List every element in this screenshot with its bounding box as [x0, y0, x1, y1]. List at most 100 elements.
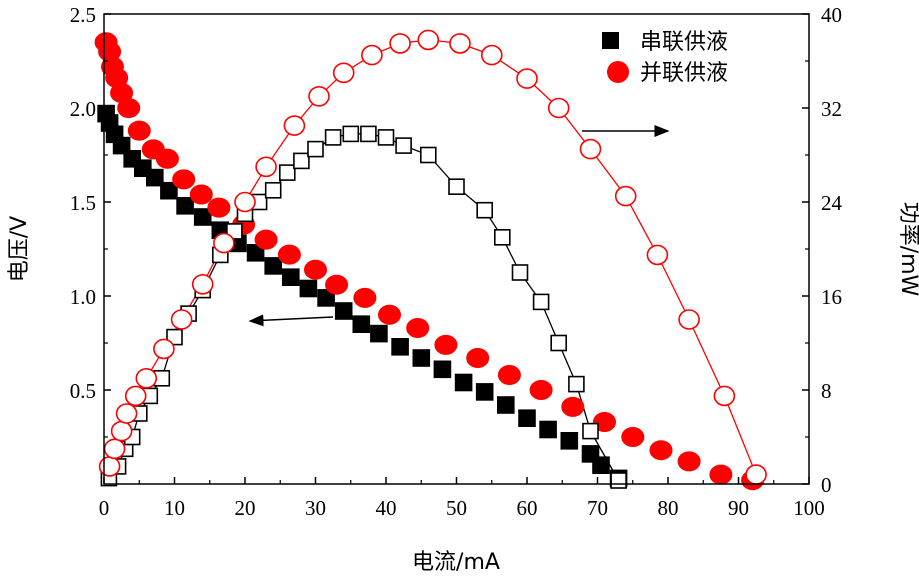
power-point-parallel [153, 338, 175, 360]
voltage-point-parallel [127, 120, 151, 141]
y-left-tick-label: 2.0 [70, 97, 96, 121]
voltage-point-series [518, 409, 536, 428]
power-point-parallel [361, 44, 383, 66]
y-right-tick-label: 0 [821, 473, 832, 497]
power-point-parallel [713, 385, 736, 407]
voltage-point-series [264, 257, 283, 275]
voltage-point-parallel [304, 259, 327, 280]
power-point-parallel [389, 33, 411, 54]
voltage-point-series [317, 289, 335, 307]
power-point-series [610, 472, 627, 489]
x-tick-label: 70 [587, 496, 608, 520]
voltage-point-parallel [406, 318, 430, 338]
power-point-series [293, 152, 310, 170]
voltage-point-series [334, 302, 353, 320]
voltage-point-series [496, 396, 515, 414]
voltage-point-series [193, 208, 212, 226]
y-left-tick-label: 0.5 [70, 379, 96, 403]
voltage-point-parallel [155, 148, 179, 169]
legend-label-series: 串联供液 [640, 30, 728, 55]
voltage-point-series [539, 420, 557, 439]
y-left-tick-label: 2.5 [70, 3, 96, 27]
voltage-point-series [370, 324, 388, 343]
voltage-point-parallel [254, 229, 278, 250]
power-point-series [342, 125, 360, 143]
x-tick-label: 100 [793, 496, 825, 520]
voltage-point-series [176, 197, 194, 215]
voltage-point-series [146, 168, 164, 187]
x-tick-label: 20 [235, 496, 256, 520]
voltage-point-parallel [189, 184, 213, 205]
power-point-series [511, 264, 529, 281]
voltage-point-parallel [378, 304, 401, 325]
voltage-point-series [299, 279, 318, 298]
power-point-parallel [234, 191, 256, 213]
legend-marker-series [602, 32, 619, 49]
x-tick-label: 80 [658, 496, 679, 520]
legend-marker-parallel [607, 61, 629, 83]
power-point-parallel [110, 420, 133, 442]
y-right-tick-label: 8 [821, 379, 832, 403]
power-point-series [264, 182, 282, 199]
legend: 串联供液 并联供液 [602, 30, 728, 86]
x-tick-label: 50 [446, 496, 467, 520]
power-point-series [377, 129, 395, 146]
x-tick-label: 40 [376, 496, 397, 520]
power-point-parallel [135, 367, 158, 389]
voltage-point-parallel [466, 348, 490, 368]
y-right-tick-label: 40 [821, 3, 842, 27]
voltage-point-series [352, 315, 371, 334]
power-point-parallel [449, 33, 471, 54]
voltage-point-series [246, 244, 265, 262]
y-left-axis-title: 电压/V [7, 216, 32, 282]
voltage-point-parallel [497, 365, 521, 385]
power-point-series [532, 293, 550, 311]
voltage-point-parallel [207, 197, 231, 218]
power-point-series [550, 334, 568, 352]
power-point-parallel [191, 273, 214, 295]
y-right-axis-title: 功率/mW [896, 202, 919, 297]
power-point-series [493, 229, 511, 246]
power-point-parallel [678, 309, 700, 330]
voltage-point-parallel [277, 244, 301, 265]
voltage-point-series [560, 431, 579, 450]
power-point-parallel [283, 115, 306, 136]
voltage-point-series [592, 456, 610, 475]
y-left-tick-label: 1.0 [70, 285, 96, 309]
y-right-tick-label: 24 [821, 191, 843, 215]
voltage-point-parallel [649, 440, 673, 461]
voltage-point-parallel [621, 427, 645, 447]
y-left-tick-label: 1.5 [70, 191, 96, 215]
power-point-parallel [255, 156, 277, 178]
power-point-series [568, 375, 585, 393]
power-point-series [395, 137, 412, 154]
x-tick-label: 60 [517, 496, 538, 520]
arrow-to-voltage-axis [248, 314, 334, 327]
voltage-point-parallel [353, 287, 377, 308]
voltage-point-series [454, 373, 473, 392]
power-point-parallel [516, 68, 538, 89]
power-point-parallel [579, 138, 602, 160]
x-tick-label: 90 [728, 496, 749, 520]
voltage-point-parallel [677, 451, 701, 472]
voltage-point-series [281, 268, 300, 287]
voltage-point-parallel [325, 274, 349, 295]
power-point-series [360, 125, 377, 143]
power-point-parallel [170, 309, 193, 330]
power-point-parallel [308, 86, 330, 107]
power-point-parallel [614, 185, 637, 207]
power-point-series [324, 129, 342, 146]
voltage-point-series [433, 360, 452, 379]
voltage-point-parallel [434, 334, 458, 355]
voltage-point-series [112, 136, 131, 155]
power-point-parallel [480, 44, 503, 66]
power-point-parallel [103, 438, 126, 460]
x-tick-label: 0 [99, 496, 110, 520]
voltage-point-parallel [529, 380, 553, 400]
power-point-series [476, 201, 494, 219]
voltage-point-series [412, 349, 431, 367]
power-point-series [448, 178, 465, 195]
power-point-parallel [745, 464, 767, 485]
voltage-point-parallel [117, 98, 141, 118]
